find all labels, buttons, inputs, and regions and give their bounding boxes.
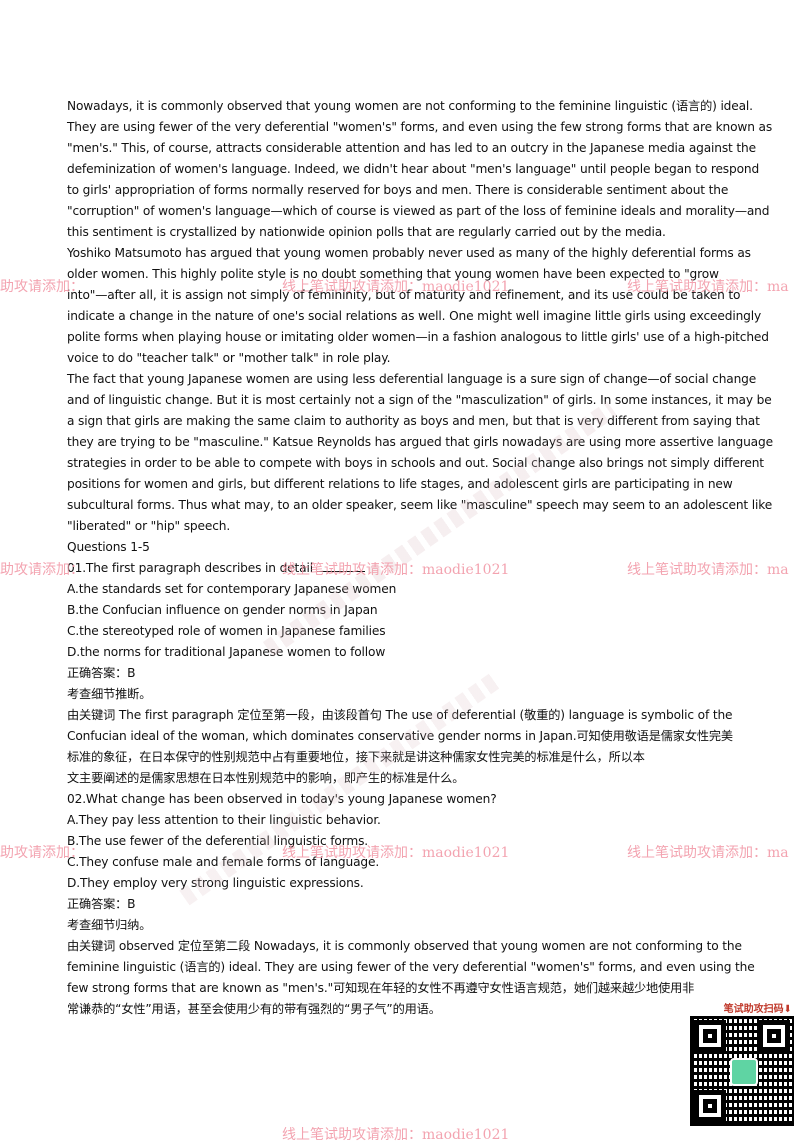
- option-a: A.They pay less attention to their lingu…: [67, 813, 381, 827]
- qr-logo-icon: [730, 1058, 758, 1086]
- explanation-line: 由关键词 The first paragraph 定位至第一段，由该段首句 Th…: [67, 708, 733, 722]
- passage-line: The fact that young Japanese women are u…: [67, 372, 757, 386]
- qr-code-block: 笔试助攻扫码⬇: [690, 1000, 794, 1126]
- option-a: A.the standards set for contemporary Jap…: [67, 582, 397, 596]
- option-c: C.the stereotyped role of women in Japan…: [67, 624, 386, 638]
- reading-passage: Nowadays, it is commonly observed that y…: [67, 96, 773, 537]
- passage-line: defeminization of women's language. Inde…: [67, 162, 760, 176]
- option-d: D.They employ very strong linguistic exp…: [67, 876, 364, 890]
- passage-line: and of linguistic change. But it is most…: [67, 393, 772, 407]
- passage-line: into"—after all, it is assign not simply…: [67, 288, 741, 302]
- explanation-line: Confucian ideal of the woman, which domi…: [67, 729, 733, 743]
- passage-line: They are using fewer of the very deferen…: [67, 120, 773, 134]
- passage-line: a sign that girls are making the same cl…: [67, 414, 760, 428]
- qr-finder-pattern: [694, 1090, 726, 1122]
- explanation-line: feminine linguistic (语言的) ideal. They ar…: [67, 960, 755, 974]
- option-b: B.the Confucian influence on gender norm…: [67, 603, 378, 617]
- passage-line: "men's." This, of course, attracts consi…: [67, 141, 756, 155]
- question-type: 考查细节推断。: [67, 687, 152, 701]
- question-1: 01.The first paragraph describes in deta…: [67, 558, 747, 789]
- qr-finder-pattern: [694, 1020, 726, 1052]
- passage-line: strategies in order to be able to compet…: [67, 456, 764, 470]
- question-stem: 01.The first paragraph describes in deta…: [67, 558, 747, 579]
- watermark-center: 线上笔试助攻请添加：maodie1021: [282, 1127, 510, 1143]
- correct-answer: 正确答案：B: [67, 897, 136, 911]
- answer-blank: [316, 559, 365, 572]
- correct-answer: 正确答案：B: [67, 666, 136, 680]
- passage-line: voice to do "teacher talk" or "mother ta…: [67, 351, 391, 365]
- passage-line: Yoshiko Matsumoto has argued that young …: [67, 246, 751, 260]
- question-2: 02.What change has been observed in toda…: [67, 789, 755, 1020]
- passage-line: polite forms when playing house or imita…: [67, 330, 769, 344]
- passage-line: positions for women and girls, but diffe…: [67, 477, 733, 491]
- option-b: B.The use fewer of the deferential lingu…: [67, 834, 369, 848]
- section-heading: Questions 1-5: [67, 540, 150, 554]
- option-c: C.They confuse male and female forms of …: [67, 855, 380, 869]
- qr-code-image[interactable]: [690, 1016, 794, 1126]
- qr-finder-pattern: [758, 1020, 790, 1052]
- explanation-line: 标准的象征，在日本保守的性别规范中占有重要地位，接下来就是讲这种儒家女性完美的标…: [67, 750, 645, 764]
- option-d: D.the norms for traditional Japanese wom…: [67, 645, 386, 659]
- passage-line: to girls' appropriation of forms normall…: [67, 183, 729, 197]
- explanation-line: 常谦恭的“女性”用语，甚至会使用少有的带有强烈的“男子气”的用语。: [67, 1002, 441, 1016]
- question-stem-text: 01.The first paragraph describes in deta…: [67, 561, 317, 575]
- passage-line: this sentiment is crystallized by nation…: [67, 225, 666, 239]
- passage-line: "corruption" of women's language—which o…: [67, 204, 770, 218]
- passage-line: Nowadays, it is commonly observed that y…: [67, 99, 753, 113]
- question-type: 考查细节归纳。: [67, 918, 152, 932]
- qr-label: 笔试助攻扫码⬇: [723, 1004, 792, 1015]
- explanation-line: 由关键词 observed 定位至第二段 Nowadays, it is com…: [67, 939, 742, 953]
- explanation-line: few strong forms that are known as "men'…: [67, 981, 695, 995]
- passage-line: older women. This highly polite style is…: [67, 267, 719, 281]
- passage-line: indicate a change in the nature of one's…: [67, 309, 762, 323]
- passage-line: "liberated" or "hip" speech.: [67, 519, 231, 533]
- question-stem: 02.What change has been observed in toda…: [67, 792, 497, 806]
- explanation-line: 文主要阐述的是儒家思想在日本性别规范中的影响，即产生的标准是什么。: [67, 771, 465, 785]
- passage-line: subcultural forms. Thus what may, to an …: [67, 498, 773, 512]
- passage-line: they are trying to be "masculine." Katsu…: [67, 435, 773, 449]
- document-page: Nowadays, it is commonly observed that y…: [67, 96, 773, 1020]
